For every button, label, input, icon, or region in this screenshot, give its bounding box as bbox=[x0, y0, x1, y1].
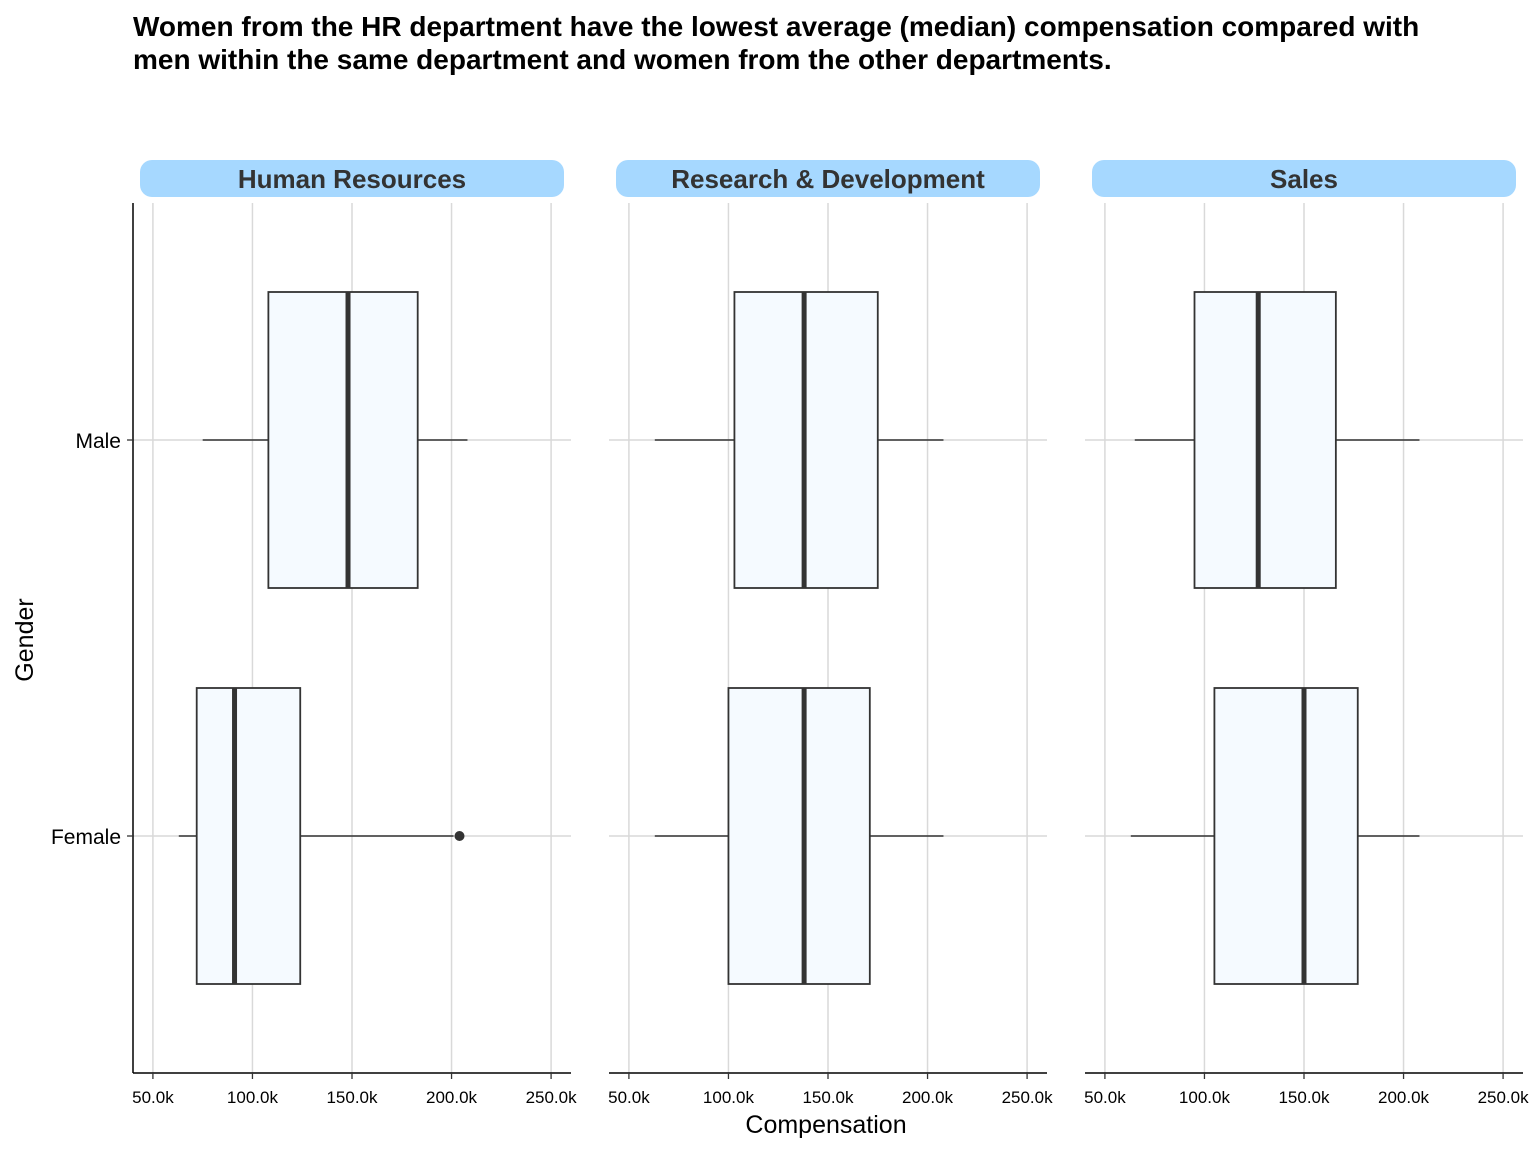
x-axis-title: Compensation bbox=[745, 1111, 906, 1139]
box-iqr bbox=[195, 687, 302, 985]
x-tick-label: 250.0k bbox=[1478, 1088, 1530, 1107]
x-tick-label: 150.0k bbox=[326, 1088, 378, 1107]
x-tick-label: 100.0k bbox=[1179, 1088, 1231, 1107]
y-tick-label: Male bbox=[75, 430, 121, 453]
outlier-point bbox=[454, 831, 465, 841]
facet-strip-label: Research & Development bbox=[671, 164, 985, 194]
chart-title: Women from the HR department have the lo… bbox=[133, 11, 1420, 75]
x-tick-label: 200.0k bbox=[1378, 1088, 1430, 1107]
box-iqr bbox=[1213, 687, 1359, 985]
x-tick-label: 100.0k bbox=[227, 1088, 279, 1107]
x-tick-label: 150.0k bbox=[1278, 1088, 1330, 1107]
facet-strip bbox=[616, 160, 1040, 197]
x-tick-label: 250.0k bbox=[526, 1088, 578, 1107]
y-tick-label: Female bbox=[51, 826, 121, 849]
facet-strip bbox=[1092, 160, 1516, 197]
box-iqr bbox=[727, 687, 871, 985]
x-tick-label: 50.0k bbox=[608, 1088, 650, 1107]
axes: 50.0k 100.0k 150.0k 200.0k 250.0k 50.0k 100.0k… bbox=[51, 203, 1529, 1107]
facet-strips: Human Resources Research & Development Sal… bbox=[140, 160, 1516, 197]
x-tick-label: 50.0k bbox=[1084, 1088, 1126, 1107]
box-iqr bbox=[267, 291, 419, 589]
x-tick-label: 250.0k bbox=[1002, 1088, 1054, 1107]
facet-strip-label: Human Resources bbox=[238, 164, 466, 194]
facet-strip-label: Sales bbox=[1270, 164, 1338, 194]
y-axis-title: Gender bbox=[11, 598, 39, 681]
box-iqr bbox=[1193, 291, 1337, 589]
box-marks bbox=[178, 291, 1420, 985]
x-tick-label: 100.0k bbox=[703, 1088, 755, 1107]
x-tick-label: 200.0k bbox=[902, 1088, 954, 1107]
facet-strip bbox=[140, 160, 564, 197]
x-tick-label: 50.0k bbox=[132, 1088, 174, 1107]
x-tick-label: 200.0k bbox=[426, 1088, 478, 1107]
x-tick-label: 150.0k bbox=[802, 1088, 854, 1107]
